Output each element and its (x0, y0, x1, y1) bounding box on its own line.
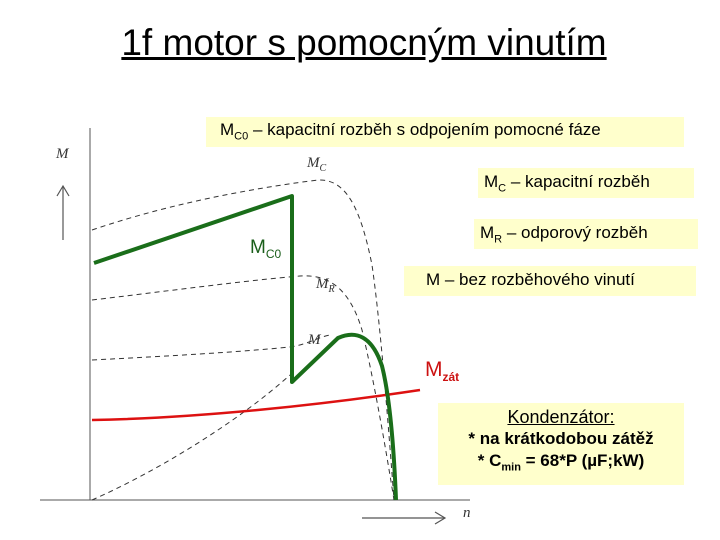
curve-m (91, 334, 333, 361)
torque-direction-arrow (56, 184, 70, 240)
capacitor-line1: * na krátkodobou zátěž (468, 429, 654, 448)
curve-mc (91, 179, 395, 501)
capacitor-heading: Kondenzátor: (507, 407, 615, 427)
speed-direction-arrow (362, 511, 447, 525)
legend-box-mr: MR – odporový rozběh (474, 219, 698, 249)
capacitor-note: Kondenzátor: * na krátkodobou zátěž * Cm… (438, 403, 684, 485)
curve-m-start (91, 374, 291, 501)
legend-box-m: M – bez rozběhového vinutí (404, 266, 696, 296)
curve-label-mr: MR (316, 276, 335, 295)
x-axis-label: n (463, 505, 471, 521)
y-axis-label: M (56, 146, 69, 162)
marker-mc0: MC0 (250, 237, 282, 261)
marker-mzat: Mzát (425, 358, 460, 385)
page-title: 1f motor s pomocným vinutím (121, 22, 607, 63)
capacitor-line2: * Cmin = 68*P (µF;kW) (477, 451, 645, 474)
legend-box-mc: MC – kapacitní rozběh (478, 168, 694, 198)
curve-mc0 (93, 194, 398, 501)
curve-label-mc: MC (307, 155, 327, 174)
curve-load-torque (91, 388, 421, 422)
curve-mr (91, 275, 395, 501)
curve-label-m: M (308, 332, 321, 348)
legend-box-mc0: MC0 – kapacitní rozběh s odpojením pomoc… (206, 117, 684, 147)
